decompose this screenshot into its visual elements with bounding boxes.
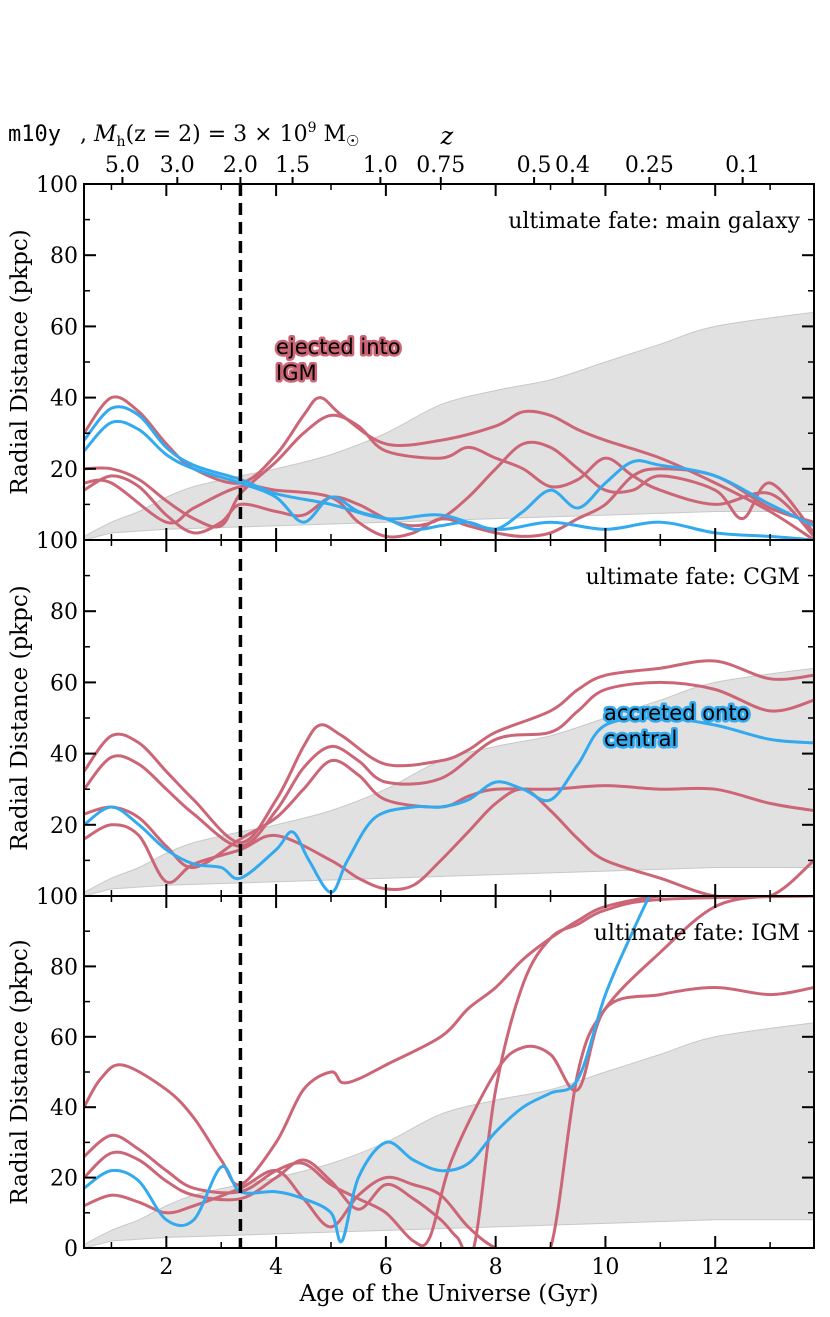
top-tick-label: 1.5 xyxy=(275,153,310,178)
y-tick-label: 60 xyxy=(50,671,78,696)
top-tick-label: 0.25 xyxy=(625,153,674,178)
y-tick-label: 0 xyxy=(64,885,78,910)
series-accreted-1 xyxy=(84,716,814,894)
series-accreted-2 xyxy=(84,405,814,540)
y-axis-label: Radial Distance (pkpc) xyxy=(7,939,33,1204)
x-tick-label: 6 xyxy=(379,1255,393,1280)
top-tick-label: 0.75 xyxy=(416,153,465,178)
series-accreted-1 xyxy=(84,419,814,532)
top-tick-label: 5.0 xyxy=(105,153,140,178)
panel-cgm: 0 20 40 60 80 100 Radial Distance (pkpc) ultima… xyxy=(7,529,815,910)
y-tick-label: 40 xyxy=(50,743,78,768)
x-tick-label: 2 xyxy=(159,1255,173,1280)
plot-area xyxy=(84,896,814,1248)
panel-title: ultimate fate: IGM xyxy=(594,921,800,946)
x-tick-label: 12 xyxy=(701,1255,729,1280)
series-accreted-1 xyxy=(84,896,651,1244)
annotation-text: central xyxy=(604,727,677,751)
x-tick-label: 4 xyxy=(269,1255,283,1280)
top-tick-label: 0.5 xyxy=(517,153,552,178)
top-tick-label: 0.1 xyxy=(725,153,760,178)
series-ejected-2 xyxy=(84,680,814,848)
series-ejected-4 xyxy=(84,896,814,1248)
halo-radius-band xyxy=(84,1022,814,1248)
y-tick-label: 80 xyxy=(50,600,78,625)
top-tick-label: 0.4 xyxy=(555,153,590,178)
y-tick-label: 80 xyxy=(50,955,78,980)
y-tick-label: 60 xyxy=(50,1026,78,1051)
annotation-text: accreted onto xyxy=(604,701,749,725)
top-redshift-axis: 5.0 3.0 2.0 1.5 1.0 0.75 0.5 0.4 0.25 0.1 xyxy=(105,153,760,184)
panel-main-galaxy: 0 20 40 60 80 100 Radial Distance (pkpc) ultima… xyxy=(7,173,815,554)
series-ejected-3 xyxy=(84,896,814,1248)
y-tick-label: 40 xyxy=(50,387,78,412)
series-ejected-4 xyxy=(84,787,814,896)
series-ejected-1 xyxy=(84,896,814,1187)
halo-radius-band xyxy=(84,311,814,540)
plot-area xyxy=(84,311,814,540)
x-axis-label: Age of the Universe (Gyr) xyxy=(298,1281,598,1307)
x-tick-label: 10 xyxy=(591,1255,619,1280)
y-tick-label: 60 xyxy=(50,315,78,340)
series-ejected-2 xyxy=(84,413,814,538)
top-tick-label: 3.0 xyxy=(160,153,195,178)
y-tick-label: 20 xyxy=(50,814,78,839)
x-tick-label: 8 xyxy=(489,1255,503,1280)
y-tick-label: 100 xyxy=(36,885,78,910)
series-ejected-4 xyxy=(84,467,814,539)
top-tick-label: 2.0 xyxy=(223,153,258,178)
annotation-text: IGM xyxy=(276,361,317,385)
top-axis-label: z xyxy=(440,122,454,150)
annotation-text: ejected into xyxy=(276,335,401,359)
y-tick-label: 100 xyxy=(36,173,78,198)
panel-igm: 0 20 40 60 80 100 Radial Distance (pkpc) ultima… xyxy=(7,885,815,1262)
sim-name: m10y xyxy=(8,122,61,147)
y-tick-label: 20 xyxy=(50,1167,78,1192)
plot-area xyxy=(84,659,814,896)
halo-mass-label: , Mh(z = 2) = 3 × 109 M☉ xyxy=(80,120,359,150)
x-axis: 2 4 6 8 10 12 xyxy=(159,1255,729,1280)
panel-title: ultimate fate: main galaxy xyxy=(508,209,800,234)
y-tick-label: 100 xyxy=(36,529,78,554)
halo-radius-band xyxy=(84,667,814,896)
series-ejected-2 xyxy=(84,986,814,1248)
top-tick-label: 1.0 xyxy=(363,153,398,178)
series-ejected-1 xyxy=(84,659,814,845)
y-tick-label: 80 xyxy=(50,244,78,269)
y-axis-label: Radial Distance (pkpc) xyxy=(7,585,33,850)
y-tick-label: 20 xyxy=(50,458,78,483)
series-ejected-3 xyxy=(84,758,814,870)
panel-title: ultimate fate: CGM xyxy=(586,565,800,590)
y-axis-label: Radial Distance (pkpc) xyxy=(7,229,33,494)
y-tick-label: 0 xyxy=(64,529,78,554)
y-tick-label: 0 xyxy=(64,1237,78,1262)
y-tick-label: 40 xyxy=(50,1096,78,1121)
